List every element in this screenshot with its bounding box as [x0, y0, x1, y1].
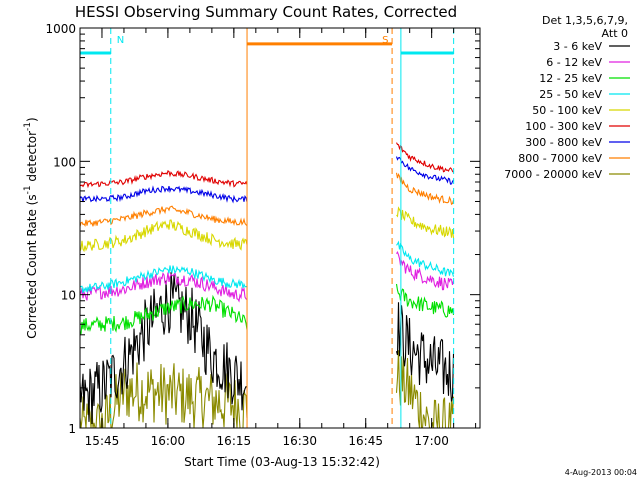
y-axis-label-text: Corrected Count Rate (s-1 detector-1) — [23, 117, 39, 338]
series-group — [79, 142, 455, 429]
y-label-superscript: -1 — [23, 185, 33, 194]
series-trace — [395, 156, 454, 185]
legend-item: 800 - 7000 keV — [518, 152, 630, 165]
series-trace — [396, 142, 454, 173]
x-tick-label: 16:00 — [151, 434, 186, 448]
legend-item: 25 - 50 keV — [539, 88, 630, 101]
marker-n-label: N — [117, 35, 124, 46]
series-trace — [395, 172, 455, 206]
legend-item: 100 - 300 keV — [525, 120, 630, 133]
x-tick-label: 16:45 — [348, 434, 383, 448]
marker-s-label: S — [382, 35, 388, 46]
legend-header: Det 1,3,5,6,7,9, — [542, 14, 628, 27]
y-tick-label: 1000 — [45, 22, 76, 36]
legend-item: 6 - 12 keV — [546, 56, 630, 69]
series-trace — [79, 185, 248, 204]
y-label-superscript: -1 — [23, 122, 33, 131]
series-trace — [79, 205, 248, 227]
legend-item: 3 - 6 keV — [553, 40, 630, 53]
legend-header: Att 0 — [602, 27, 628, 40]
x-axis-label: Start Time (03-Aug-13 15:32:42) — [184, 455, 380, 469]
series-800-7000-kev-line — [79, 172, 455, 227]
series-trace — [396, 206, 455, 239]
chart-title: HESSI Observing Summary Count Rates, Cor… — [75, 3, 457, 21]
plot-frame — [79, 27, 481, 429]
series-trace — [395, 283, 455, 318]
y-label-part: detector — [25, 131, 39, 186]
y-tick-label: 1 — [68, 422, 76, 436]
legend-label: 12 - 25 keV — [539, 72, 602, 85]
y-tick-label: 10 — [61, 289, 76, 303]
series-12-25-kev-line — [79, 283, 455, 335]
series-6-12-kev-line — [79, 251, 455, 303]
y-label-part: ) — [25, 117, 39, 122]
series-300-800-kev-line — [79, 156, 454, 204]
legend-label: 7000 - 20000 keV — [504, 168, 602, 181]
series-trace — [79, 265, 248, 294]
legend-label: 6 - 12 keV — [546, 56, 602, 69]
series-trace — [79, 294, 248, 335]
x-tick-label: 16:15 — [217, 434, 252, 448]
legend-item: 50 - 100 keV — [532, 104, 630, 117]
series-trace — [79, 219, 248, 253]
axes: 1 10 100 1000 15:45 16:00 16:15 16:30 16:45 17:00 — [45, 22, 481, 448]
x-tick-label: 15:45 — [85, 434, 120, 448]
series-trace — [396, 240, 455, 277]
series-50-100-kev-line — [79, 206, 455, 253]
series-trace — [79, 362, 248, 429]
series-trace — [395, 302, 455, 402]
series-7000-20000-kev-line — [79, 350, 455, 429]
legend-item: 12 - 25 keV — [539, 72, 630, 85]
legend-label: 3 - 6 keV — [553, 40, 602, 53]
x-tick-label: 17:00 — [414, 434, 449, 448]
legend-item: 300 - 800 keV — [525, 136, 630, 149]
series-25-50-kev-line — [79, 240, 455, 294]
legend-label: 25 - 50 keV — [539, 88, 602, 101]
x-tick-label: 16:30 — [282, 434, 317, 448]
y-axis-label: Corrected Count Rate (s-1 detector-1) — [23, 117, 39, 338]
series-3-6-kev-line — [79, 272, 455, 425]
legend-label: 800 - 7000 keV — [518, 152, 602, 165]
timestamp: 4-Aug-2013 00:04 — [565, 468, 637, 477]
legend-label: 300 - 800 keV — [525, 136, 602, 149]
y-label-part: Corrected Count Rate (s — [25, 194, 39, 338]
y-tick-label: 100 — [53, 155, 76, 169]
legend: Det 1,3,5,6,7,9,Att 03 - 6 keV 6 - 12 keV… — [504, 14, 630, 181]
series-trace — [79, 272, 248, 425]
legend-item: 7000 - 20000 keV — [504, 168, 630, 181]
series-trace — [79, 170, 248, 189]
series-trace — [396, 251, 455, 291]
legend-label: 50 - 100 keV — [532, 104, 602, 117]
legend-label: 100 - 300 keV — [525, 120, 602, 133]
series-trace — [79, 270, 248, 303]
series-trace — [395, 350, 455, 429]
series-100-300-kev-line — [79, 142, 454, 189]
